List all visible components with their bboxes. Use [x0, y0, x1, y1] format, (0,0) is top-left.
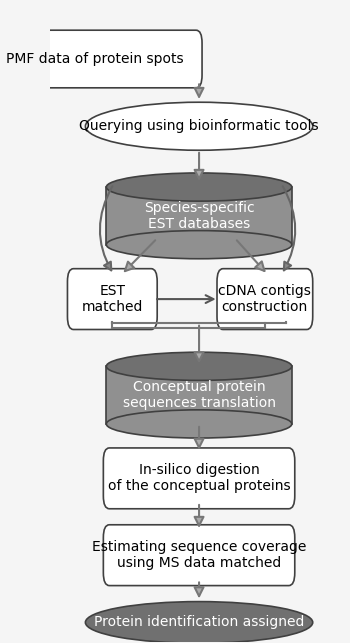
- Text: Protein identification assigned: Protein identification assigned: [94, 615, 304, 629]
- Ellipse shape: [85, 602, 313, 643]
- FancyBboxPatch shape: [106, 367, 292, 424]
- FancyBboxPatch shape: [217, 269, 313, 329]
- Ellipse shape: [106, 410, 292, 438]
- Text: cDNA contigs
construction: cDNA contigs construction: [218, 284, 311, 314]
- FancyBboxPatch shape: [106, 187, 292, 245]
- Text: Estimating sequence coverage
using MS data matched: Estimating sequence coverage using MS da…: [92, 540, 306, 570]
- FancyBboxPatch shape: [0, 30, 202, 88]
- FancyBboxPatch shape: [103, 448, 295, 509]
- Ellipse shape: [106, 352, 292, 381]
- Text: Conceptual protein
sequences translation: Conceptual protein sequences translation: [122, 380, 275, 410]
- FancyBboxPatch shape: [68, 269, 157, 329]
- Text: In-silico digestion
of the conceptual proteins: In-silico digestion of the conceptual pr…: [108, 463, 290, 493]
- FancyBboxPatch shape: [103, 525, 295, 586]
- Ellipse shape: [85, 102, 313, 150]
- Ellipse shape: [106, 231, 292, 258]
- Text: Querying using bioinformatic tools: Querying using bioinformatic tools: [79, 119, 319, 133]
- Text: PMF data of protein spots: PMF data of protein spots: [6, 52, 183, 66]
- Text: Species-specific
EST databases: Species-specific EST databases: [144, 201, 254, 231]
- Ellipse shape: [106, 173, 292, 201]
- Text: EST
matched: EST matched: [82, 284, 143, 314]
